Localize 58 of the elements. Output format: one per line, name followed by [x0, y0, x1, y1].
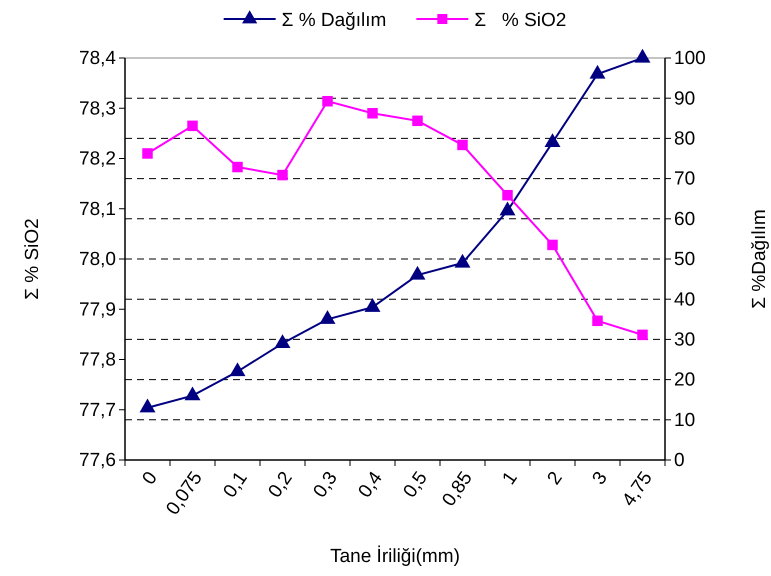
x-tick-label: 0,3	[309, 468, 342, 502]
point	[412, 116, 423, 126]
point	[322, 96, 333, 106]
legend-label: Σ % Dağılım	[282, 10, 386, 31]
point	[634, 48, 650, 63]
point	[364, 298, 380, 312]
y-axis-title: Σ % SiO2	[22, 218, 43, 300]
point	[367, 108, 378, 119]
y-tick-label: 78,1	[79, 198, 116, 220]
y-tick-label: 78,3	[79, 98, 116, 120]
y-tick-label: 77,9	[79, 299, 116, 320]
y-tick-label: 78,2	[79, 148, 116, 170]
point	[454, 254, 470, 268]
y2-tick-label: 30	[674, 329, 696, 350]
point	[187, 120, 198, 132]
y2-tick-label: 40	[674, 289, 696, 310]
point	[502, 190, 513, 200]
point	[544, 133, 560, 148]
y2-tick-label: 60	[674, 208, 696, 230]
point	[320, 310, 336, 324]
point	[184, 386, 200, 400]
x-tick-label: 0,5	[399, 468, 432, 502]
point	[500, 202, 516, 216]
y2-tick-label: 0	[674, 450, 685, 472]
x-tick-label: 0,2	[264, 468, 297, 502]
x-tick-label: 0	[138, 468, 162, 489]
x-tick-label: 0,4	[354, 468, 388, 502]
legend-label: Σ % SiO2	[474, 10, 566, 31]
y2-tick-label: 50	[674, 249, 696, 270]
point	[547, 240, 558, 250]
x-tick-label: 1	[498, 468, 522, 489]
point	[140, 398, 156, 412]
point	[274, 334, 290, 348]
y2-tick-label: 100	[674, 48, 706, 70]
x-tick-label: 3	[588, 468, 612, 489]
point	[457, 140, 468, 150]
y-tick-label: 78,0	[79, 249, 116, 270]
point	[410, 266, 426, 280]
y2-tick-label: 20	[674, 370, 696, 391]
point	[277, 170, 288, 180]
y-tick-label: 78,4	[79, 48, 116, 70]
point	[230, 362, 246, 376]
y2-tick-label: 80	[674, 128, 696, 150]
point	[590, 64, 606, 79]
x-tick-label: 0,1	[219, 468, 252, 502]
point	[142, 148, 153, 159]
y-tick-label: 77,6	[79, 450, 116, 472]
point	[637, 330, 648, 340]
y2-tick-label: 10	[674, 410, 696, 431]
y2-axis-title: Σ %Dağılım	[749, 209, 770, 309]
y2-tick-label: 90	[674, 88, 696, 110]
x-axis-title: Tane İriliği(mm)	[330, 545, 460, 567]
y2-tick-label: 70	[674, 168, 696, 190]
point	[232, 162, 243, 172]
y-tick-label: 77,8	[79, 350, 116, 371]
point	[592, 316, 603, 326]
y-tick-label: 77,7	[79, 400, 116, 421]
x-tick-label: 2	[544, 468, 567, 489]
